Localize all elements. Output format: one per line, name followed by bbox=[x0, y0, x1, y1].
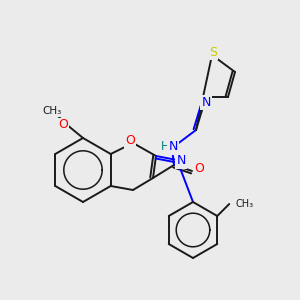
Text: CH₃: CH₃ bbox=[235, 199, 254, 209]
Text: H: H bbox=[160, 140, 169, 154]
Text: O: O bbox=[194, 163, 204, 176]
Text: O: O bbox=[125, 134, 135, 148]
Text: N: N bbox=[201, 95, 211, 109]
Text: S: S bbox=[209, 46, 217, 59]
Text: N: N bbox=[176, 154, 186, 167]
Text: N: N bbox=[168, 140, 178, 154]
Text: CH₃: CH₃ bbox=[42, 106, 62, 116]
Text: O: O bbox=[58, 118, 68, 131]
